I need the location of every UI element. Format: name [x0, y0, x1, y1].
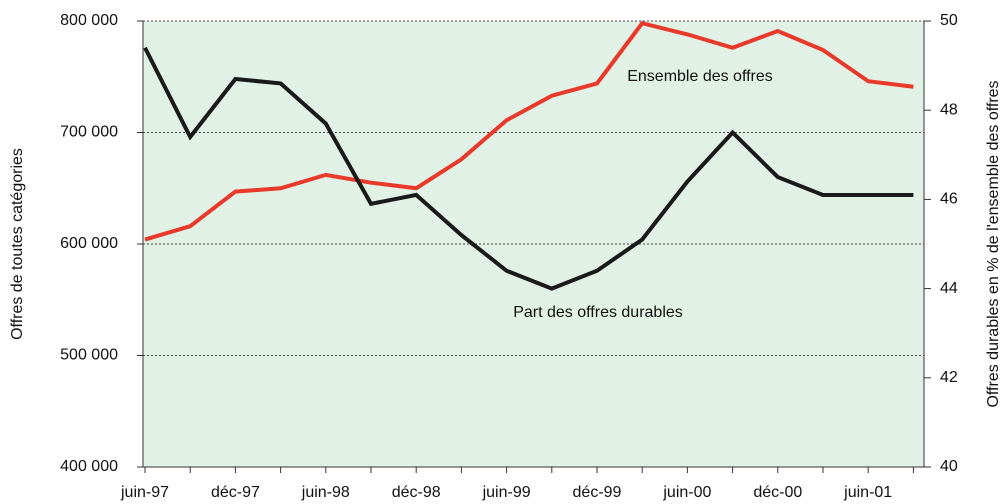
y2-tick-label: 50 — [940, 12, 958, 29]
x-tick-label: juin-97 — [120, 484, 169, 501]
x-tick-label: déc-98 — [392, 484, 441, 501]
y-tick-label: 400 000 — [60, 458, 118, 475]
y-axis-title: Offres de toutes catégories — [9, 148, 26, 340]
x-tick-label: juin-01 — [843, 484, 892, 501]
y-tick-label: 800 000 — [60, 12, 118, 29]
y2-axis-title: Offres durables en % de l'ensemble des o… — [985, 80, 1002, 407]
series-line — [144, 20, 914, 242]
x-tick-label: juin-99 — [482, 484, 531, 501]
x-tick-label: déc-97 — [211, 484, 260, 501]
x-tick-label: déc-99 — [573, 484, 622, 501]
y2-tick-label: 40 — [940, 458, 958, 475]
series-label: Part des offres durables — [513, 304, 683, 321]
x-tick-label: juin-98 — [301, 484, 350, 501]
series-label: Ensemble des offres — [627, 68, 773, 85]
y-tick-label: 600 000 — [60, 235, 118, 252]
series-line — [143, 46, 914, 291]
x-tick-label: juin-00 — [662, 484, 711, 501]
y2-tick-label: 44 — [940, 280, 958, 297]
y-tick-label: 700 000 — [60, 124, 118, 141]
y2-tick-label: 46 — [940, 191, 958, 208]
y-tick-label: 500 000 — [60, 347, 118, 364]
plot-background — [143, 21, 924, 467]
x-tick-label: déc-00 — [753, 484, 802, 501]
y2-tick-label: 48 — [940, 101, 958, 118]
y2-tick-label: 42 — [940, 369, 958, 386]
